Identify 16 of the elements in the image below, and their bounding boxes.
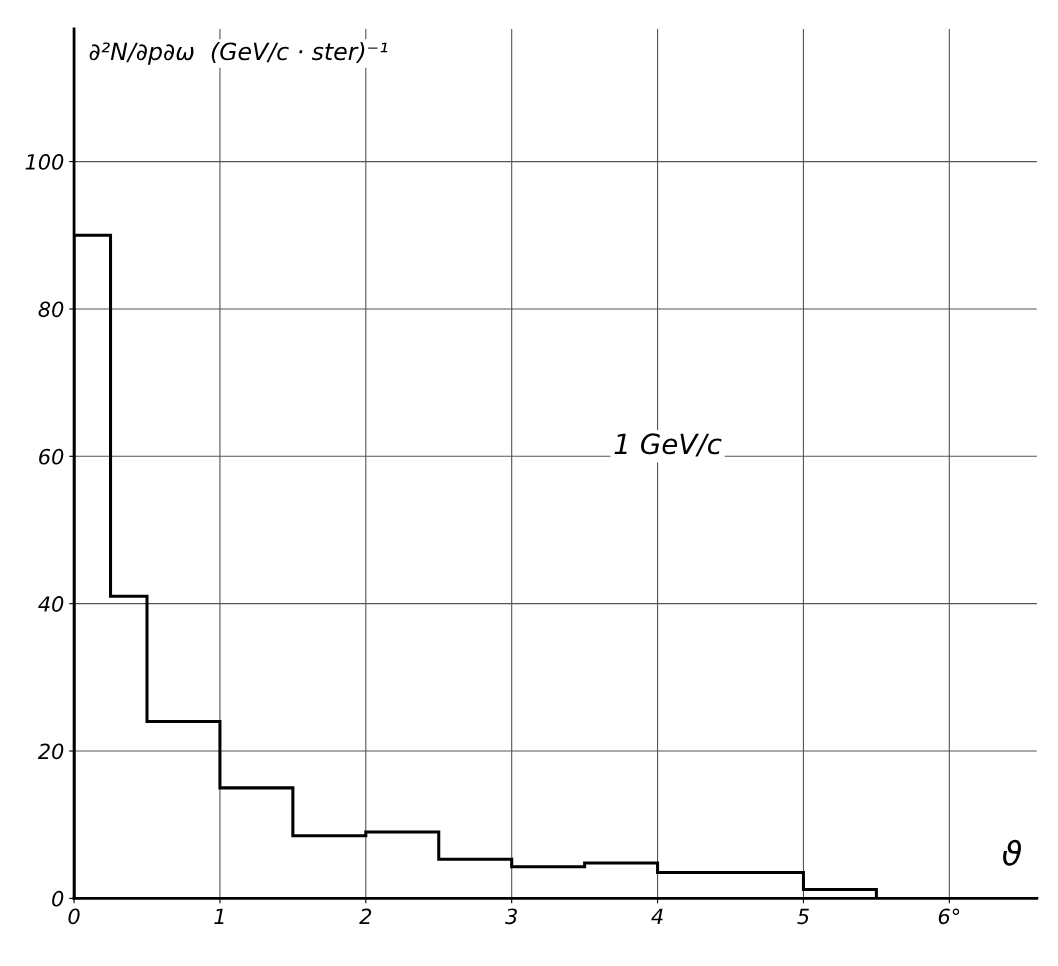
- x-tick-label: 5: [797, 908, 809, 925]
- y-tick-label: 0: [52, 890, 64, 907]
- y-tick-label: 40: [38, 596, 64, 612]
- y-tick-label: 60: [39, 448, 64, 465]
- x-tick-label: 6°: [938, 908, 960, 925]
- x-tick-label: 1: [214, 908, 224, 924]
- y-tick-label: 20: [37, 743, 64, 760]
- annotation: 1 GeV/c: [614, 433, 722, 457]
- x-tick-label: 3: [505, 908, 517, 925]
- x-tick-label: 4: [651, 908, 663, 924]
- y-tick-label: 100: [25, 154, 64, 170]
- x-tick-label: 2: [359, 908, 372, 924]
- x-tick-label: 0: [68, 908, 80, 925]
- y-axis-title: ∂²N/∂p∂ω (GeV/c · ster)⁻¹: [89, 42, 388, 65]
- x-axis-title: ϑ: [1003, 839, 1021, 866]
- y-tick-label: 80: [38, 301, 64, 318]
